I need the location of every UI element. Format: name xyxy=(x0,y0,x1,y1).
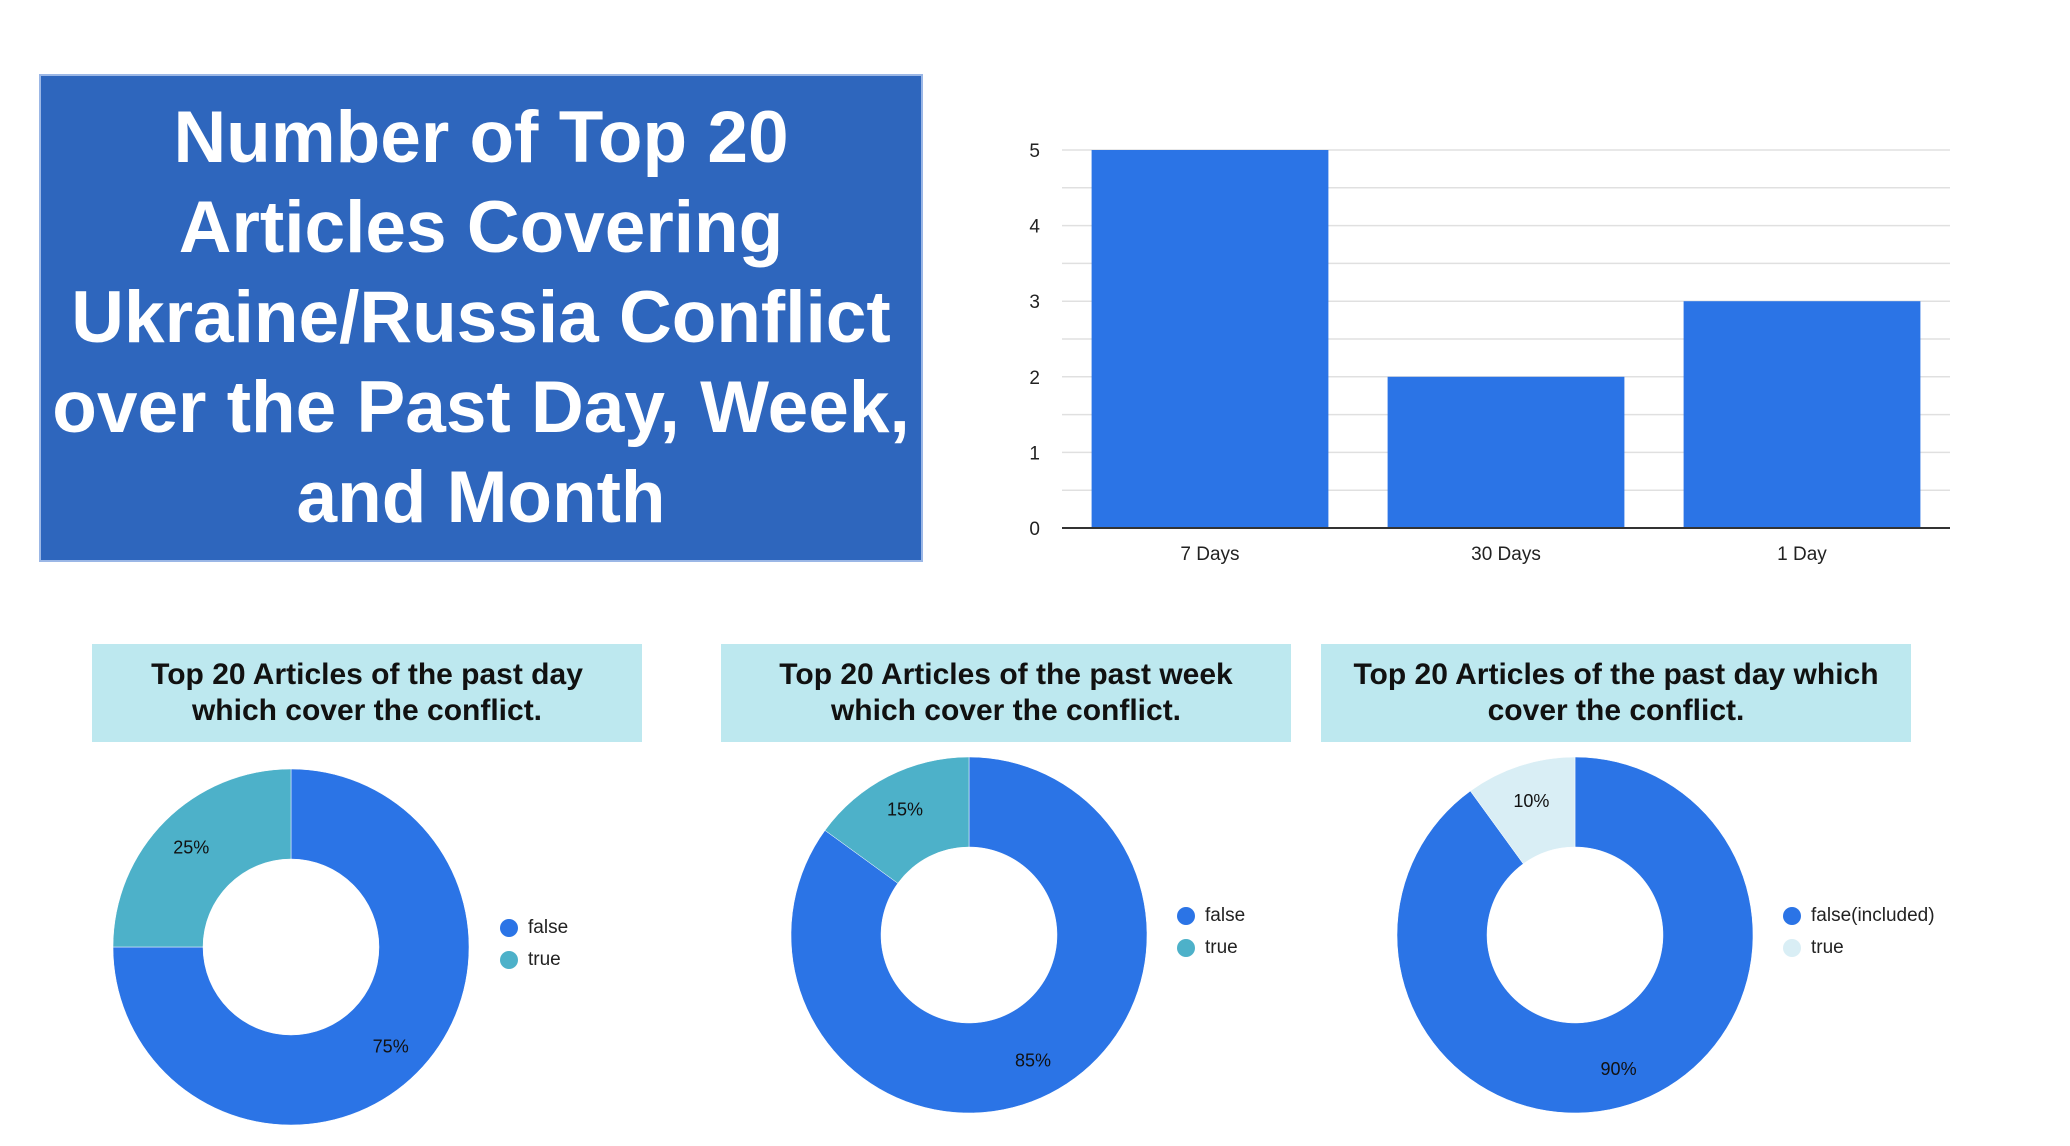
legend-dot-true xyxy=(1783,939,1801,957)
slice-true xyxy=(824,756,970,884)
slice-false xyxy=(112,768,470,1126)
legend-item-false: false xyxy=(500,912,568,944)
legend-item-false: false xyxy=(1177,900,1245,932)
pie-chart-week: Top 20 Articles of the past week which c… xyxy=(721,644,1301,1124)
legend-item-true: true xyxy=(1783,932,1935,964)
slice-value-label: 90% xyxy=(1601,1059,1637,1079)
slice-value-label: 75% xyxy=(373,1037,409,1057)
x-tick-label: 7 Days xyxy=(1180,544,1239,565)
title-box: Number of Top 20 Articles Covering Ukrai… xyxy=(39,74,923,562)
slice-value-label: 15% xyxy=(887,799,923,819)
y-tick-label: 5 xyxy=(1029,141,1040,162)
legend: false true xyxy=(500,912,568,976)
y-tick-label: 4 xyxy=(1029,217,1040,238)
legend-item-true: true xyxy=(500,944,568,976)
legend-label: false xyxy=(528,917,569,938)
x-tick-label: 30 Days xyxy=(1471,544,1541,565)
slice-true xyxy=(112,768,292,948)
slice-falseincluded xyxy=(1396,756,1754,1114)
bar-7-days xyxy=(1091,150,1329,528)
page-title: Number of Top 20 Articles Covering Ukrai… xyxy=(52,97,910,538)
slice-value-label: 85% xyxy=(1015,1051,1051,1071)
legend-label: true xyxy=(1205,937,1238,958)
legend-label: false xyxy=(1205,905,1246,926)
pie-chart-day-included: Top 20 Articles of the past day which co… xyxy=(1321,644,1941,1124)
legend: false(included) true xyxy=(1783,900,1935,964)
y-tick-label: 3 xyxy=(1029,292,1040,313)
bar-30-days xyxy=(1387,376,1625,528)
legend-dot-true xyxy=(500,951,518,969)
x-tick-label: 1 Day xyxy=(1777,544,1827,565)
bar-1-day xyxy=(1683,301,1921,528)
pie-title: Top 20 Articles of the past week which c… xyxy=(721,644,1291,742)
legend-dot-false xyxy=(1783,907,1801,925)
legend-label: true xyxy=(528,949,561,970)
legend-dot-false xyxy=(500,919,518,937)
pie-svg: 75% 25% xyxy=(112,768,470,1126)
pie-title: Top 20 Articles of the past day which co… xyxy=(1321,644,1911,742)
y-tick-label: 1 xyxy=(1029,443,1040,464)
y-tick-label: 2 xyxy=(1029,368,1040,389)
pie-title: Top 20 Articles of the past day which co… xyxy=(92,644,642,742)
slice-value-label: 25% xyxy=(173,837,209,857)
legend-item-false: false(included) xyxy=(1783,900,1935,932)
slice-true xyxy=(1470,756,1576,865)
legend-label: true xyxy=(1811,937,1844,958)
legend-item-true: true xyxy=(1177,932,1245,964)
legend-dot-false xyxy=(1177,907,1195,925)
slice-false xyxy=(790,756,1148,1114)
y-tick-label: 0 xyxy=(1029,519,1040,540)
legend-label: false(included) xyxy=(1811,905,1935,926)
legend-dot-true xyxy=(1177,939,1195,957)
pie-svg: 85% 15% xyxy=(790,756,1148,1114)
slice-value-label: 10% xyxy=(1513,791,1549,811)
legend: false true xyxy=(1177,900,1245,964)
pie-chart-day: Top 20 Articles of the past day which co… xyxy=(92,644,652,1126)
pie-svg: 90% 10% xyxy=(1396,756,1754,1114)
bar-chart: 0 1 2 3 4 5 7 Days 30 Days 1 Day xyxy=(1029,141,1950,565)
